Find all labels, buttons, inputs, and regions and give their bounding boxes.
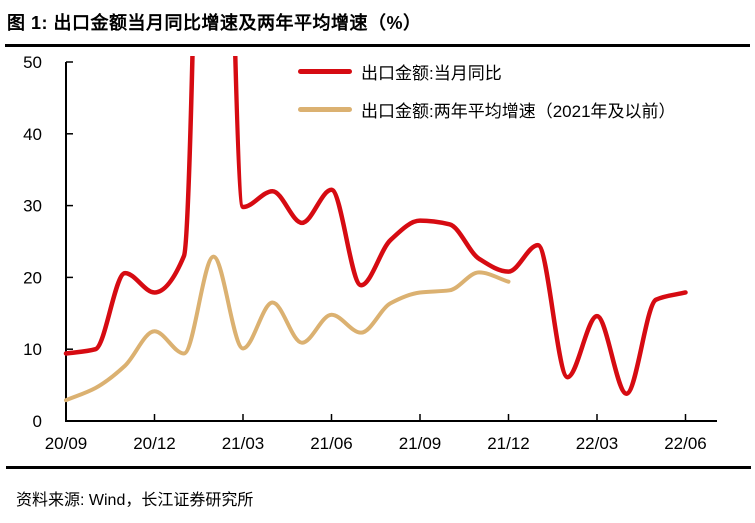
legend-label-monthly-yoy: 出口金额:当月同比 [361, 63, 502, 83]
source-note: 资料来源: Wind，长江证券研究所 [16, 492, 254, 509]
legend-item-monthly-yoy: 出口金额:当月同比 [298, 59, 676, 83]
y-tick-label: 30 [23, 197, 42, 216]
y-tick-label: 0 [33, 412, 42, 431]
x-tick-label: 22/03 [576, 434, 619, 453]
line-chart: 0 10 20 30 40 50 20/09 20/12 21/03 21/06 21/09 21/1… [23, 53, 717, 453]
x-tick-label: 21/09 [399, 434, 442, 453]
x-tick-label: 21/12 [487, 434, 530, 453]
footer-divider [6, 466, 751, 469]
title-divider [5, 44, 750, 47]
series-line-0 [63, 56, 688, 396]
legend-item-two-year-avg: 出口金额:两年平均增速（2021年及以前） [298, 97, 676, 121]
x-tick-label: 20/12 [133, 434, 176, 453]
x-tick-label: 21/03 [222, 434, 265, 453]
y-tick-label: 20 [23, 268, 42, 287]
chart-legend: 出口金额:当月同比 出口金额:两年平均增速（2021年及以前） [298, 59, 676, 135]
y-tick-label: 40 [23, 125, 42, 144]
x-tick-label: 20/09 [45, 434, 88, 453]
x-tick-label: 22/06 [664, 434, 707, 453]
legend-label-two-year-avg: 出口金额:两年平均增速（2021年及以前） [361, 101, 676, 121]
legend-swatch-red-line-icon [298, 68, 352, 74]
y-tick-label: 50 [23, 53, 42, 72]
x-tick-label: 21/06 [310, 434, 353, 453]
figure-title: 图 1: 出口金额当月同比增速及两年平均增速（%） [7, 13, 422, 33]
y-tick-label: 10 [23, 340, 42, 359]
legend-swatch-tan-line-icon [298, 106, 352, 112]
series-line-1 [64, 254, 511, 403]
